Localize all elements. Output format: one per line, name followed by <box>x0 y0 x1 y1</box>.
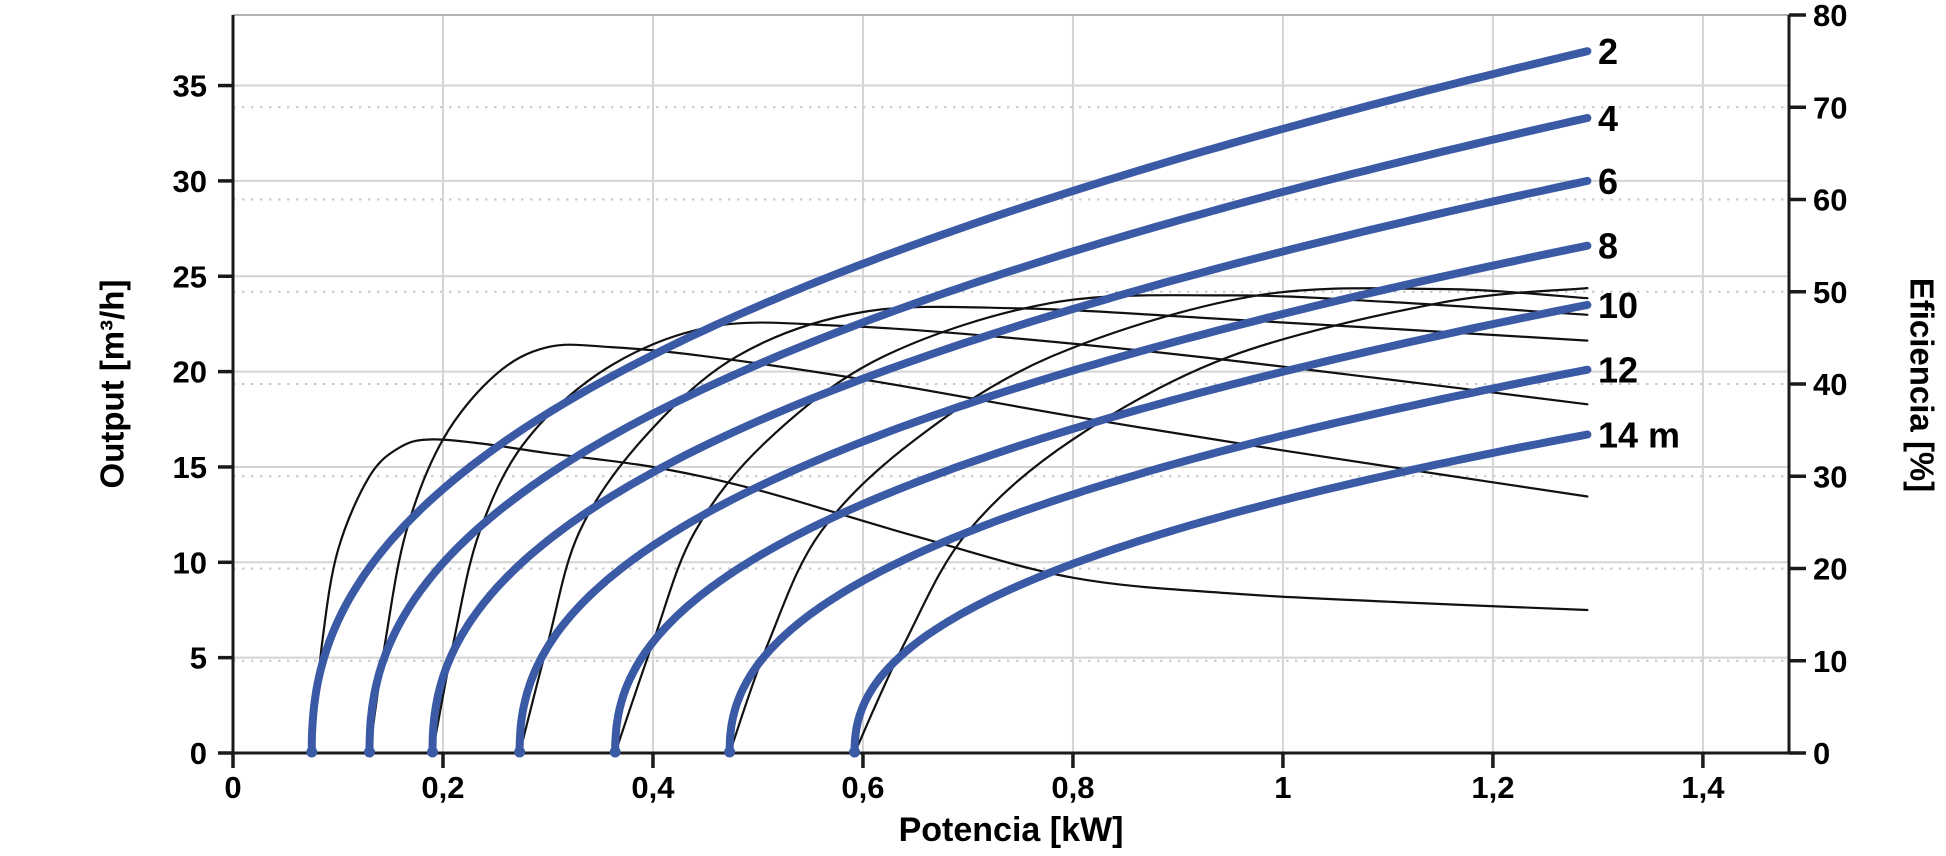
pump-curve-2m <box>307 47 1592 757</box>
pump-curve-10m <box>611 300 1592 757</box>
pump-curve-8m <box>515 241 1592 757</box>
y-right-tick-label: 60 <box>1813 183 1847 218</box>
pump-curve-14m <box>850 430 1592 757</box>
y-right-tick-label: 70 <box>1813 90 1847 125</box>
y-right-tick-label: 40 <box>1813 367 1847 402</box>
efficiency-curve-4m <box>368 343 1589 755</box>
y-left-tick-label: 35 <box>173 69 207 104</box>
curve-label-2m: 2 <box>1598 31 1618 72</box>
x-tick-label: 1,4 <box>1681 770 1725 805</box>
x-tick-label: 0 <box>224 770 241 805</box>
y-right-tick-label: 30 <box>1813 459 1847 494</box>
x-axis-title: Potencia [kW] <box>899 811 1124 849</box>
pump-curves-layer <box>306 47 1592 758</box>
curve-label-12m: 12 <box>1598 350 1638 391</box>
y-left-tick-label: 10 <box>173 545 207 580</box>
x-tick-label: 0,4 <box>631 770 675 805</box>
x-tick-label: 0,6 <box>841 770 884 805</box>
x-tick-label: 1 <box>1274 770 1291 805</box>
curve-labels-layer: 2 4 6 8 10 12 14 m <box>1598 31 1680 455</box>
efficiency-curve-10m <box>614 294 1589 755</box>
y-right-tick-label: 80 <box>1813 0 1847 33</box>
pump-curve-4m <box>365 114 1592 757</box>
y-right-tick-label: 20 <box>1813 552 1847 587</box>
y-left-tick-label: 25 <box>173 259 207 294</box>
tick-layer <box>218 13 1806 768</box>
curve-label-10m: 10 <box>1598 285 1638 326</box>
y-left-axis-title: Output [m³/h] <box>94 280 131 489</box>
y-left-tick-label: 15 <box>173 450 207 485</box>
x-tick-label: 0,2 <box>421 770 464 805</box>
pump-curve-6m <box>428 176 1592 757</box>
curve-label-4m: 4 <box>1598 98 1618 139</box>
y-right-axis-title: Eficiencia [%] <box>1904 278 1941 493</box>
y-left-tick-label: 0 <box>190 736 207 771</box>
pump-curve-12m <box>725 365 1592 757</box>
y-left-tick-label: 5 <box>190 641 207 676</box>
y-right-tick-label: 10 <box>1813 644 1847 679</box>
efficiency-curves-layer <box>310 287 1589 755</box>
curve-label-6m: 6 <box>1598 161 1618 202</box>
tick-label-layer: 0 0,2 0,4 0,6 0,8 1 1,2 1,4 0 5 10 15 20 25 30 35 0 10 20 3… <box>173 0 1848 805</box>
y-right-tick-label: 0 <box>1813 736 1830 771</box>
y-left-tick-label: 20 <box>173 355 207 390</box>
y-right-tick-label: 50 <box>1813 275 1847 310</box>
efficiency-curve-2m <box>310 438 1589 755</box>
curve-label-8m: 8 <box>1598 226 1618 267</box>
x-tick-label: 0,8 <box>1051 770 1094 805</box>
efficiency-curve-12m <box>728 287 1589 755</box>
curve-label-14m: 14 m <box>1598 415 1680 456</box>
x-tick-label: 1,2 <box>1471 770 1514 805</box>
y-left-tick-label: 30 <box>173 164 207 199</box>
